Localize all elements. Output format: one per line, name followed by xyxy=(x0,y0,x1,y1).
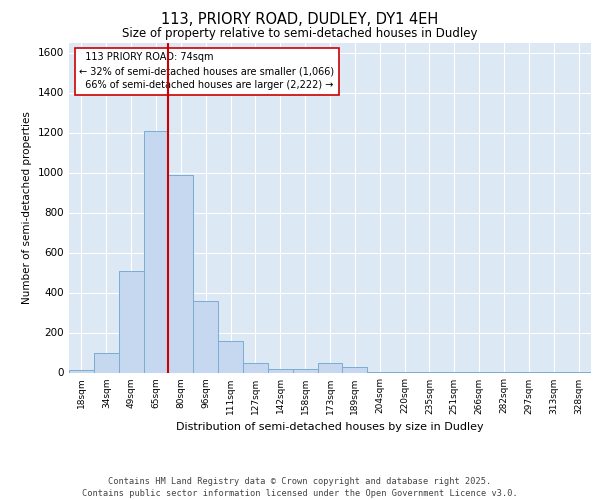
Bar xyxy=(193,300,218,372)
Bar xyxy=(218,340,243,372)
Bar xyxy=(94,352,119,372)
Text: Size of property relative to semi-detached houses in Dudley: Size of property relative to semi-detach… xyxy=(122,28,478,40)
Bar xyxy=(317,362,343,372)
Bar xyxy=(343,366,367,372)
Text: Contains HM Land Registry data © Crown copyright and database right 2025.
Contai: Contains HM Land Registry data © Crown c… xyxy=(82,476,518,498)
Bar xyxy=(293,368,317,372)
Text: 113 PRIORY ROAD: 74sqm
← 32% of semi-detached houses are smaller (1,066)
  66% o: 113 PRIORY ROAD: 74sqm ← 32% of semi-det… xyxy=(79,52,335,90)
Bar xyxy=(69,370,94,372)
Bar xyxy=(268,368,293,372)
X-axis label: Distribution of semi-detached houses by size in Dudley: Distribution of semi-detached houses by … xyxy=(176,422,484,432)
Y-axis label: Number of semi-detached properties: Number of semi-detached properties xyxy=(22,111,32,304)
Bar xyxy=(143,130,169,372)
Bar xyxy=(243,362,268,372)
Text: 113, PRIORY ROAD, DUDLEY, DY1 4EH: 113, PRIORY ROAD, DUDLEY, DY1 4EH xyxy=(161,12,439,28)
Bar xyxy=(119,270,143,372)
Bar xyxy=(169,174,193,372)
